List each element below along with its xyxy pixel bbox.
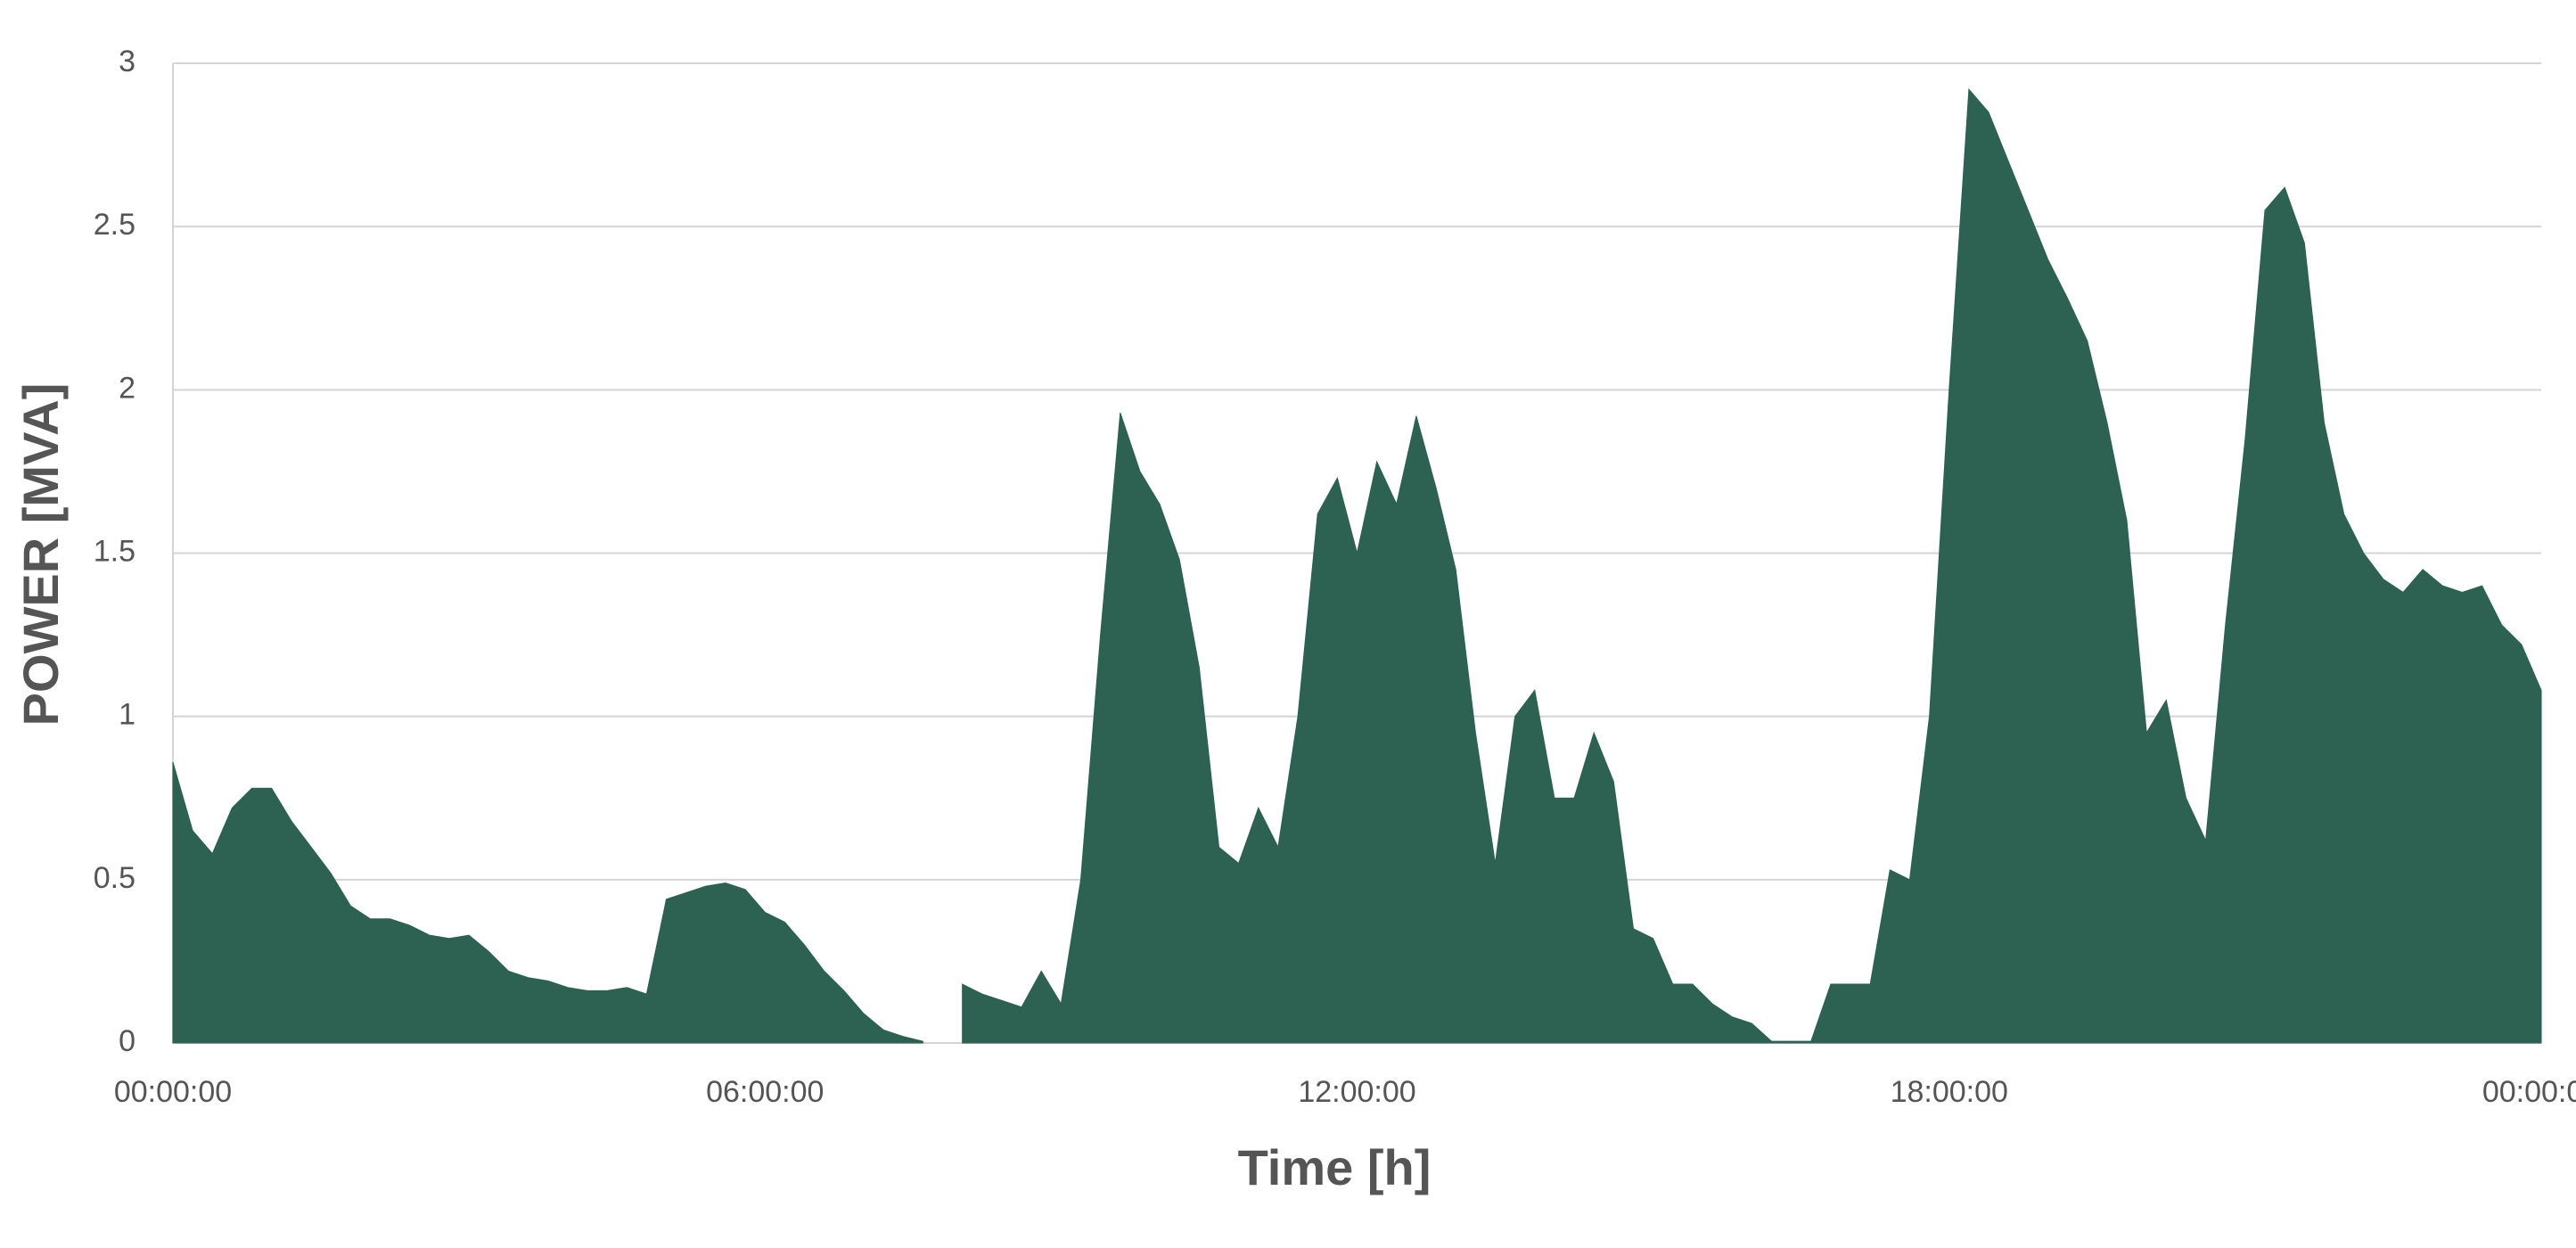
- x-tick-label: 06:00:00: [706, 1075, 824, 1109]
- x-tick-label: 12:00:00: [1298, 1075, 1415, 1109]
- area: [172, 88, 2542, 1044]
- y-tick-label: 1.5: [94, 534, 135, 568]
- y-tick-label: 3: [119, 45, 135, 78]
- y-tick-label: 2.5: [94, 208, 135, 242]
- y-tick-label: 1: [119, 698, 135, 732]
- y-tick-label: 0.5: [94, 861, 135, 895]
- y-tick-label: 0: [119, 1024, 135, 1058]
- x-tick-label: 00:00:00: [2482, 1075, 2576, 1109]
- x-axis-title: Time [h]: [1238, 1139, 1432, 1195]
- x-tick-label: 00:00:00: [114, 1075, 232, 1109]
- x-tick-label: 18:00:00: [1891, 1075, 2008, 1109]
- y-axis-title: POWER [MVA]: [12, 383, 69, 727]
- y-tick-label: 2: [119, 371, 135, 405]
